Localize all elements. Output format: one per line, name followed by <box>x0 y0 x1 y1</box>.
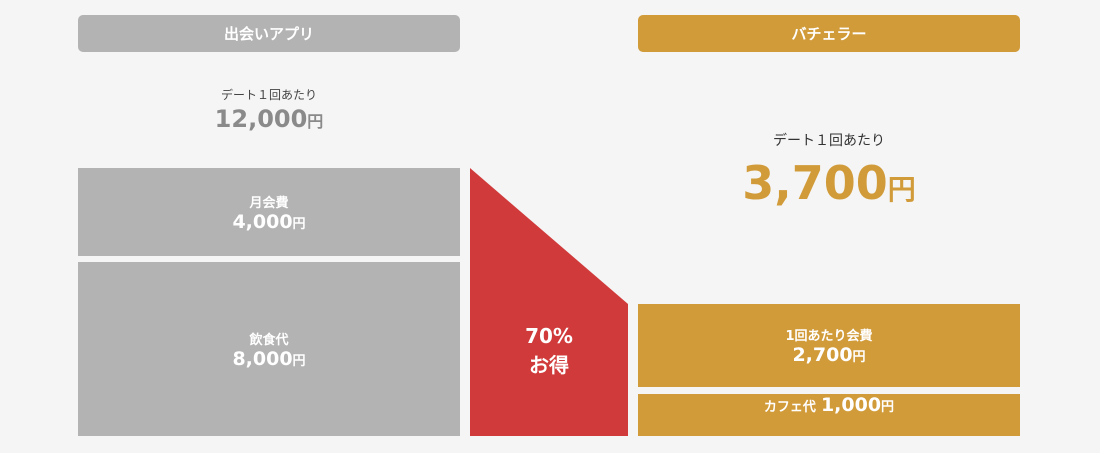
saving-polygon <box>470 168 628 436</box>
left-item: 飲食代 8,000円 <box>78 262 460 436</box>
right-total: デート１回あたり 3,700円 <box>638 130 1020 210</box>
right-item: カフェ代 1,000 円 <box>638 394 1020 436</box>
saving-percent: 70% <box>525 324 573 348</box>
total-amount: 3,700 <box>742 156 888 210</box>
item-label: 1回あたり会費 <box>785 329 873 344</box>
right-item: 1回あたり会費 2,700円 <box>638 304 1020 387</box>
item-unit: 円 <box>292 353 306 369</box>
item-amount: 4,000 <box>232 210 293 233</box>
header-text: バチェラー <box>791 25 867 43</box>
left-total: デート１回あたり 12,000円 <box>78 86 460 133</box>
total-label: デート１回あたり <box>773 133 885 149</box>
total-unit: 円 <box>887 173 916 206</box>
header-text: 出会いアプリ <box>223 25 314 43</box>
saving-text: 70% お得 <box>470 322 628 380</box>
item-unit: 円 <box>292 216 306 232</box>
total-amount: 12,000 <box>214 105 308 133</box>
item-label: 飲食代 <box>249 332 289 348</box>
item-amount: 2,700 <box>792 344 853 366</box>
item-unit: 円 <box>881 400 895 415</box>
left-header: 出会いアプリ <box>78 15 460 52</box>
item-amount: 1,000 <box>820 394 882 416</box>
total-label: デート１回あたり <box>220 88 317 102</box>
item-label: 月会費 <box>249 195 289 211</box>
saving-label: お得 <box>529 353 569 377</box>
right-header: バチェラー <box>638 15 1020 52</box>
total-unit: 円 <box>307 112 324 131</box>
item-label: カフェ代 <box>763 400 816 415</box>
item-unit: 円 <box>852 350 866 365</box>
saving-shape <box>470 168 628 436</box>
left-item: 月会費 4,000円 <box>78 168 460 256</box>
item-amount: 8,000 <box>232 347 293 370</box>
